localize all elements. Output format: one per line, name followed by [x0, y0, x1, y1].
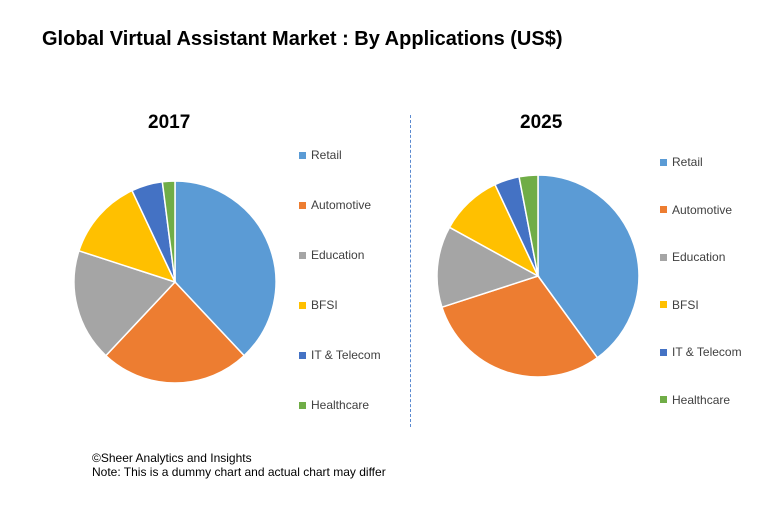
legend-label: Education: [672, 250, 726, 264]
legend-item: IT & Telecom: [660, 345, 742, 359]
legend-label: Automotive: [672, 202, 733, 217]
legend-swatch: [299, 301, 306, 309]
pie-slice-healthcare: [518, 174, 539, 277]
legend-label: Healthcare: [311, 398, 370, 412]
chart-divider: [410, 115, 411, 427]
legend-swatch: [660, 396, 667, 403]
legend-label: Healthcare: [672, 392, 731, 407]
pie-slice-retail: [174, 180, 277, 357]
disclaimer-note: Note: This is a dummy chart and actual c…: [92, 465, 386, 479]
legend-swatch: [660, 206, 667, 213]
legend-item: Automotive: [299, 198, 371, 212]
pie-slice-bfsi: [77, 189, 177, 284]
legend-item: Healthcare: [660, 393, 730, 407]
legend-label: Retail: [672, 155, 703, 169]
legend-label: Education: [311, 248, 365, 262]
chart-title-2: 2025: [520, 112, 563, 133]
legend-item: Retail: [660, 155, 703, 169]
legend-swatch: [660, 348, 667, 356]
legend-label: BFSI: [311, 298, 338, 312]
legend-item: Education: [660, 250, 725, 264]
footer: ©Sheer Analytics and Insights Note: This…: [92, 451, 386, 479]
copyright-text: ©Sheer Analytics and Insights: [92, 451, 252, 465]
legend-item: Automotive: [660, 203, 732, 217]
legend-swatch: [299, 201, 306, 209]
pie-slice-education: [73, 249, 177, 357]
legend-label: IT & Telecom: [672, 345, 742, 359]
pie-slice-automotive: [104, 280, 246, 384]
pie-chart-2: [436, 174, 640, 378]
legend-label: IT & Telecom: [311, 348, 381, 362]
pie-slice-healthcare: [161, 180, 176, 283]
pie-slice-automotive: [440, 275, 599, 378]
pie-slice-retail: [537, 174, 640, 359]
chart-title-1: 2017: [148, 112, 191, 133]
legend-swatch: [299, 351, 306, 359]
legend-swatch: [299, 401, 306, 409]
pie-slice-education: [436, 226, 540, 309]
legend-label: Automotive: [311, 198, 372, 212]
legend-item: Education: [299, 248, 364, 262]
legend-swatch: [660, 301, 667, 308]
legend-item: BFSI: [299, 298, 338, 312]
legend-swatch: [660, 253, 667, 261]
page-title: Global Virtual Assistant Market : By App…: [42, 28, 563, 50]
legend-item: Healthcare: [299, 398, 369, 412]
legend-item: Retail: [299, 148, 342, 162]
legend-label: Retail: [311, 148, 342, 162]
legend-swatch: [660, 158, 667, 166]
legend-swatch: [299, 151, 306, 159]
legend-item: IT & Telecom: [299, 348, 381, 362]
legend-item: BFSI: [660, 298, 699, 312]
legend-label: BFSI: [672, 297, 699, 312]
pie-chart-1: [73, 180, 277, 384]
legend-swatch: [299, 251, 306, 259]
